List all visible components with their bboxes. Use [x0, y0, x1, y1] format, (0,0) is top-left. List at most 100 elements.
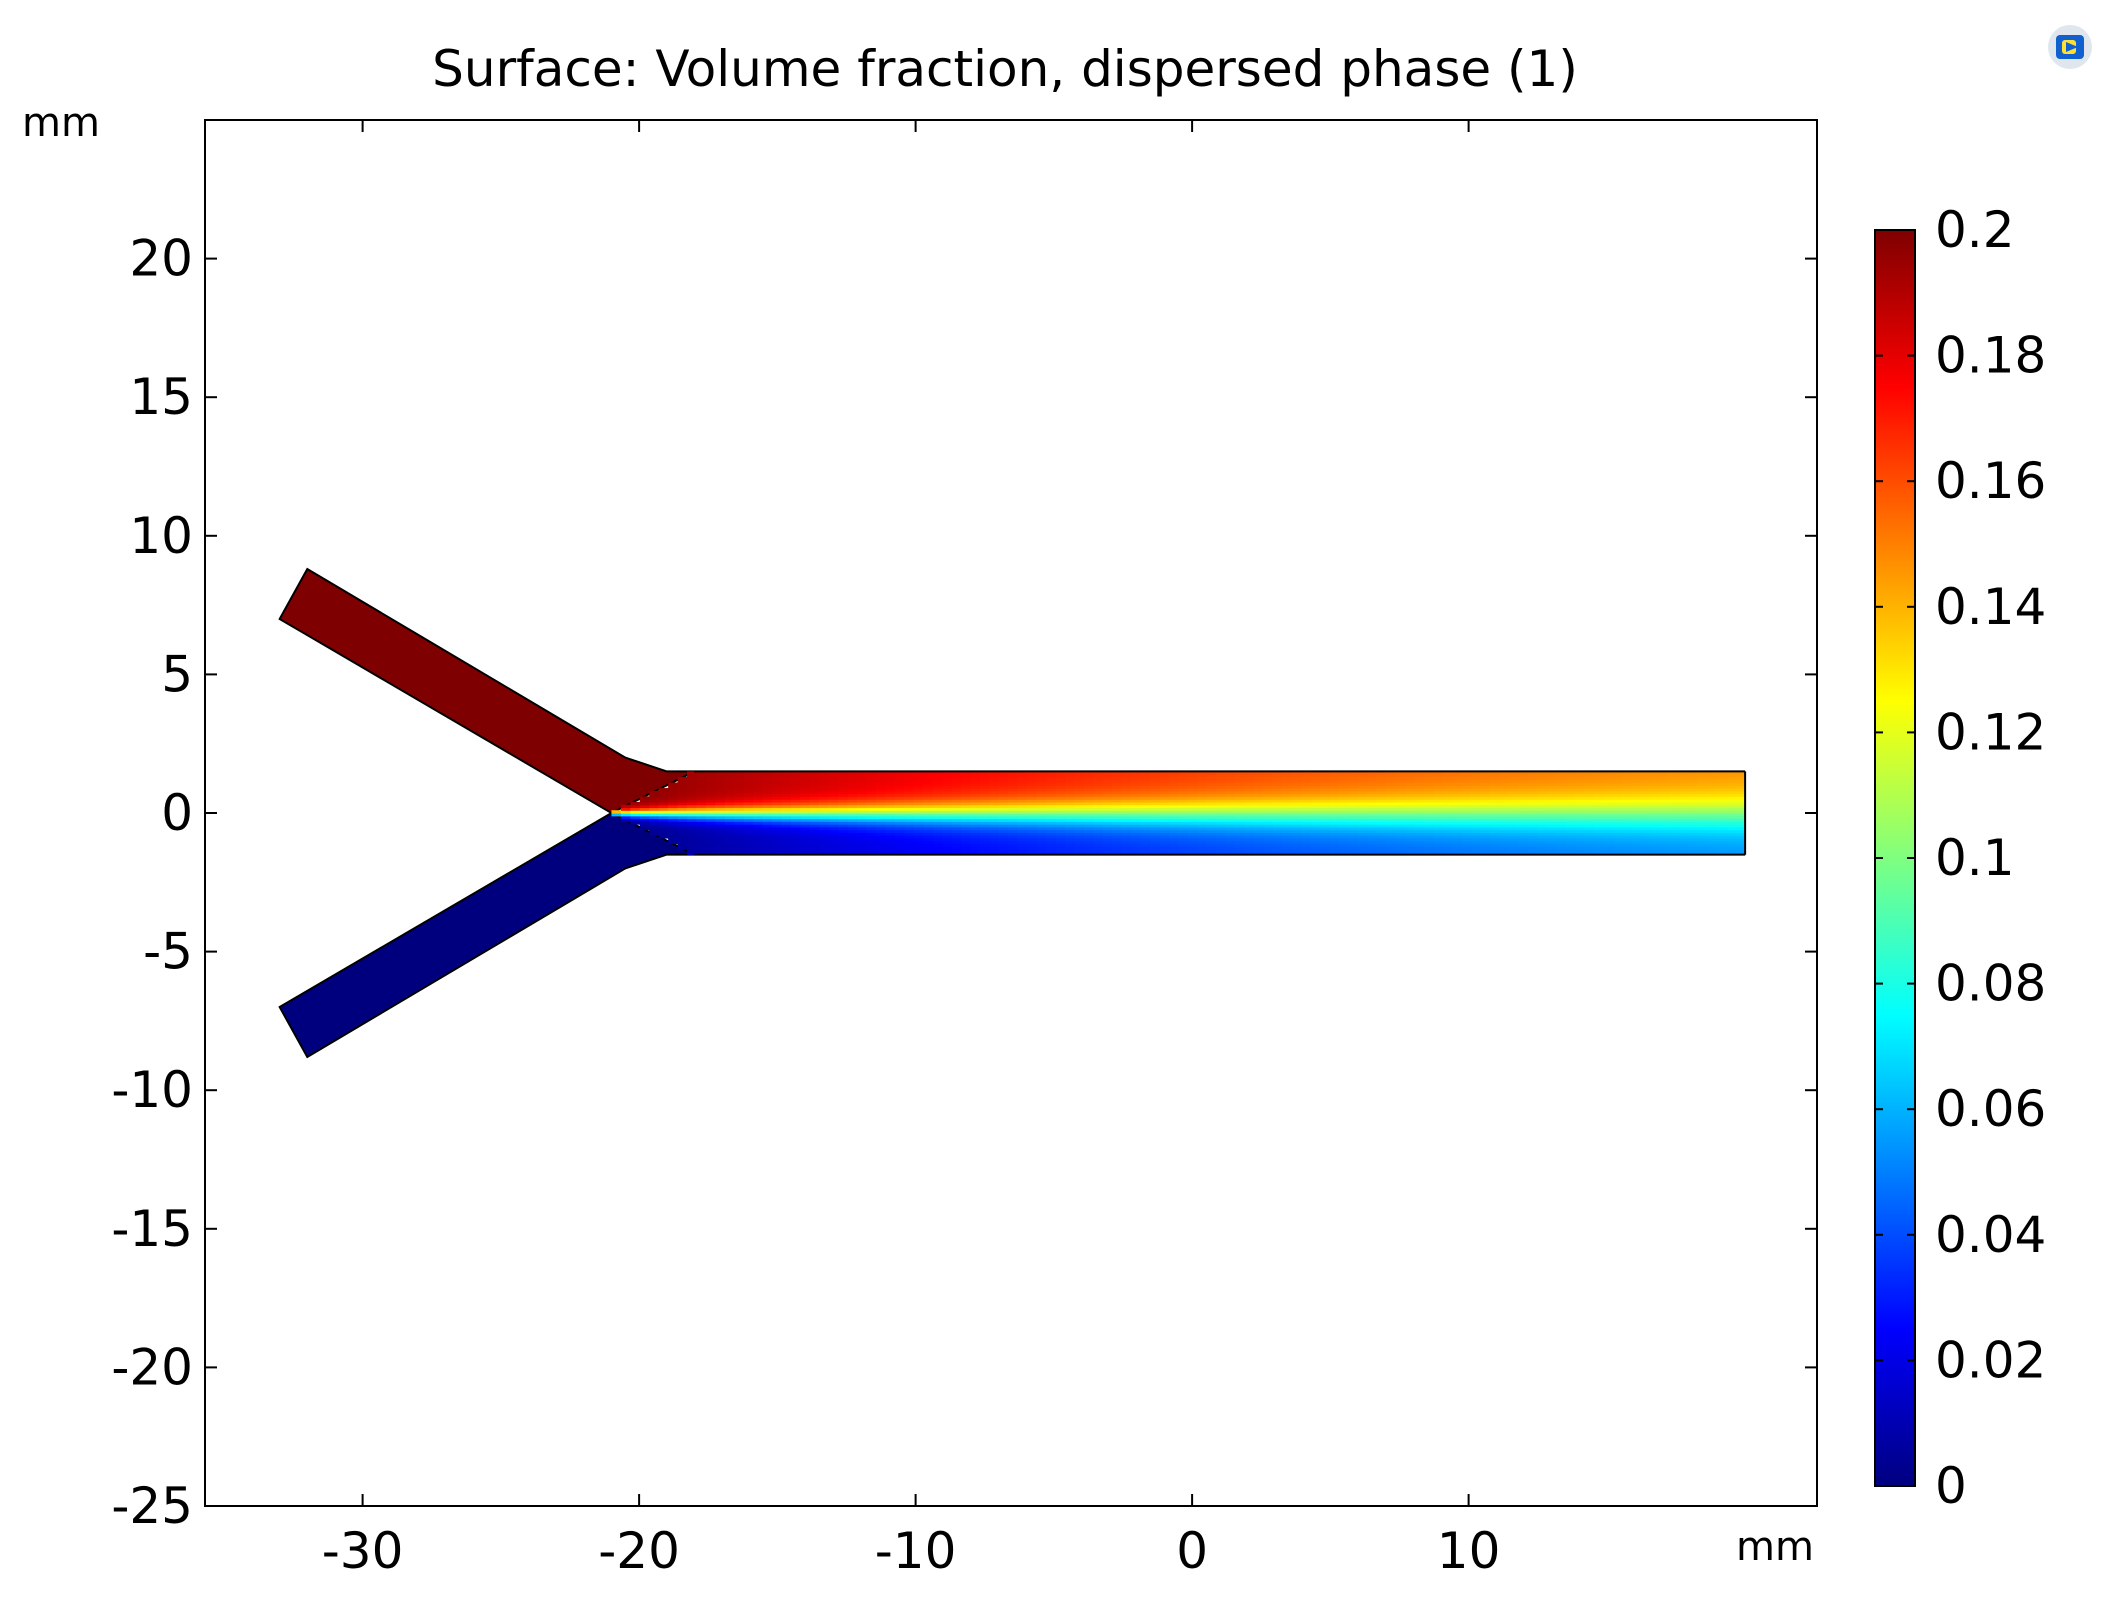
outlet-cell — [1036, 824, 1047, 828]
outlet-cell — [1046, 790, 1057, 795]
outlet-cell — [1112, 801, 1123, 806]
outlet-cell — [989, 796, 1000, 800]
outlet-cell — [1735, 793, 1746, 797]
outlet-cell — [668, 818, 679, 822]
outlet-cell — [1584, 832, 1595, 836]
outlet-cell — [857, 785, 868, 789]
outlet-cell — [724, 774, 735, 778]
outlet-cell — [1244, 788, 1255, 792]
outlet-cell — [1508, 771, 1519, 775]
outlet-cell — [1310, 776, 1321, 781]
outlet-cell — [696, 785, 707, 789]
outlet-cell — [1508, 821, 1519, 825]
outlet-cell — [1414, 818, 1425, 822]
outlet-cell — [857, 807, 868, 811]
outlet-cell — [1008, 771, 1019, 775]
outlet-cell — [819, 821, 830, 825]
outlet-cell — [866, 829, 877, 834]
outlet-cell — [838, 846, 849, 850]
outlet-cell — [819, 849, 830, 853]
outlet-cell — [1319, 785, 1331, 789]
outlet-cell — [1074, 810, 1085, 814]
outlet-cell — [734, 790, 745, 795]
outlet-cell — [1253, 810, 1264, 814]
outlet-cell — [1537, 821, 1548, 825]
outlet-cell — [649, 818, 660, 822]
colorbar-tick-label: 0.12 — [1935, 703, 2046, 761]
outlet-cell — [1206, 804, 1217, 809]
outlet-cell — [1263, 799, 1274, 803]
outlet-cell — [942, 779, 953, 784]
outlet-cell — [1565, 821, 1576, 825]
outlet-cell — [1272, 837, 1283, 842]
outlet-cell — [1083, 801, 1094, 806]
outlet-cell — [734, 796, 745, 800]
outlet-cell — [781, 804, 792, 809]
outlet-cell — [1499, 835, 1510, 839]
outlet-cell — [1291, 813, 1302, 817]
outlet-cell — [1508, 843, 1519, 847]
outlet-cell — [1083, 851, 1094, 856]
outlet-cell — [1442, 835, 1453, 839]
outlet-cell — [866, 807, 877, 811]
outlet-cell — [913, 782, 924, 786]
outlet-cell — [1537, 782, 1548, 786]
outlet-cell — [989, 846, 1000, 850]
outlet-cell — [1697, 846, 1708, 850]
outlet-cell — [1187, 849, 1198, 853]
outlet-cell — [696, 779, 707, 784]
outlet-cell — [1650, 807, 1661, 811]
outlet-cell — [913, 804, 924, 809]
outlet-cell — [942, 815, 953, 820]
outlet-cell — [1046, 829, 1057, 834]
outlet-cell — [923, 824, 934, 828]
outlet-cell — [1027, 849, 1038, 853]
outlet-cell — [1017, 832, 1028, 836]
outlet-cell — [1187, 776, 1198, 781]
outlet-cell — [1008, 779, 1019, 784]
outlet-cell — [1319, 835, 1331, 839]
outlet-cell — [1310, 851, 1321, 856]
outlet-cell — [1395, 813, 1406, 817]
outlet-cell — [1187, 793, 1198, 797]
outlet-cell — [1187, 804, 1198, 809]
outlet-cell — [1149, 810, 1160, 814]
outlet-cell — [1508, 837, 1519, 842]
colorbar-tick-label: 0 — [1935, 1457, 1967, 1515]
outlet-cell — [1282, 835, 1293, 839]
outlet-cell — [1669, 779, 1680, 784]
outlet-cell — [1707, 804, 1718, 809]
outlet-cell — [715, 837, 726, 842]
outlet-cell — [1178, 799, 1189, 803]
outlet-cell — [1234, 779, 1246, 784]
outlet-cell — [715, 829, 726, 834]
outlet-cell — [932, 790, 943, 795]
outlet-cell — [1575, 779, 1586, 784]
outlet-cell — [668, 837, 679, 842]
outlet-cell — [1565, 815, 1576, 820]
outlet-cell — [1678, 824, 1690, 828]
outlet-cell — [1216, 776, 1227, 781]
outlet-cell — [1612, 840, 1623, 845]
outlet-cell — [1083, 840, 1094, 845]
outlet-cell — [894, 851, 905, 856]
outlet-cell — [1735, 801, 1746, 806]
outlet-cell — [753, 804, 764, 809]
outlet-cell — [1386, 779, 1397, 784]
outlet-cell — [1593, 790, 1605, 795]
outlet-cell — [1650, 776, 1661, 781]
outlet-cell — [790, 821, 801, 825]
outlet-cell — [913, 793, 924, 797]
outlet-cell — [781, 782, 792, 786]
outlet-cell — [894, 849, 905, 853]
outlet-cell — [838, 835, 849, 839]
outlet-cell — [989, 821, 1000, 825]
outlet-cell — [1329, 799, 1340, 803]
outlet-cell — [1329, 840, 1340, 845]
outlet-cell — [1197, 804, 1208, 809]
outlet-cell — [1131, 849, 1142, 853]
outlet-cell — [1414, 776, 1425, 781]
outlet-cell — [828, 813, 839, 817]
outlet-cell — [696, 824, 707, 828]
outlet-cell — [1206, 851, 1217, 856]
